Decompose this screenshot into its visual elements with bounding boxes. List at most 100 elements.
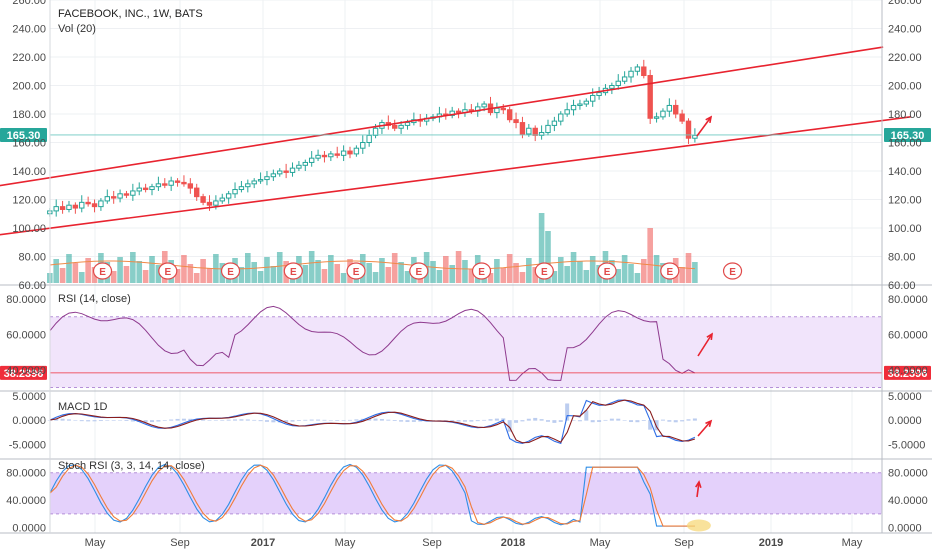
candle-body[interactable] — [590, 94, 596, 102]
candle-body[interactable] — [596, 92, 602, 96]
earnings-marker[interactable] — [534, 262, 554, 280]
earnings-marker[interactable] — [283, 262, 303, 280]
candle-body[interactable] — [72, 204, 79, 209]
candle-body[interactable] — [334, 153, 340, 156]
candle-body[interactable] — [538, 132, 545, 136]
candle-body[interactable] — [296, 164, 302, 169]
candle-body[interactable] — [270, 173, 277, 178]
candle-body[interactable] — [519, 122, 526, 135]
candle-body[interactable] — [206, 201, 213, 206]
candle-body[interactable] — [308, 157, 315, 163]
candle-body[interactable] — [283, 170, 289, 173]
earnings-marker[interactable] — [660, 262, 680, 280]
candle-body[interactable] — [289, 167, 296, 173]
candle-body[interactable] — [340, 150, 347, 156]
candle-body[interactable] — [232, 189, 238, 195]
candle-body[interactable] — [392, 124, 398, 129]
candle-body[interactable] — [372, 127, 379, 136]
candle-body[interactable] — [277, 170, 283, 175]
candle-body[interactable] — [321, 154, 328, 158]
candle-body[interactable] — [194, 187, 200, 198]
earnings-marker[interactable] — [409, 262, 429, 280]
candle-body[interactable] — [551, 120, 558, 126]
candle-body[interactable] — [609, 85, 615, 89]
candle-body[interactable] — [660, 110, 666, 118]
candle-body[interactable] — [123, 193, 130, 196]
candle-body[interactable] — [666, 104, 673, 112]
candle-body[interactable] — [104, 196, 111, 202]
candle-body[interactable] — [181, 181, 187, 185]
candle-body[interactable] — [692, 134, 698, 139]
candle-body[interactable] — [200, 196, 206, 203]
candle-body[interactable] — [494, 107, 500, 114]
earnings-marker-label: E — [604, 267, 611, 278]
candle-body[interactable] — [347, 150, 353, 155]
earnings-marker[interactable] — [722, 262, 743, 280]
candle-body[interactable] — [366, 134, 372, 143]
candle-body[interactable] — [91, 203, 98, 208]
candle-body[interactable] — [168, 180, 174, 186]
candle-body[interactable] — [302, 161, 308, 166]
candle-body[interactable] — [130, 190, 136, 196]
candle-body[interactable] — [162, 183, 168, 186]
candle-body[interactable] — [481, 103, 487, 108]
candle-body[interactable] — [628, 70, 634, 78]
candle-body[interactable] — [98, 200, 104, 208]
candle-body[interactable] — [532, 127, 538, 136]
candle-body[interactable] — [66, 204, 72, 210]
candle-body[interactable] — [621, 76, 628, 82]
candle-body[interactable] — [679, 113, 685, 122]
candle-body[interactable] — [641, 66, 647, 77]
candle-body[interactable] — [455, 110, 462, 114]
candle-body[interactable] — [360, 142, 366, 149]
candle-body[interactable] — [526, 127, 532, 135]
candle-body[interactable] — [685, 120, 692, 139]
candle-body[interactable] — [238, 186, 245, 191]
earnings-marker[interactable] — [471, 262, 492, 280]
candle-body[interactable] — [583, 100, 590, 105]
candle-body[interactable] — [545, 124, 551, 134]
candle-body[interactable] — [315, 154, 321, 159]
candle-body[interactable] — [225, 193, 232, 199]
candle-body[interactable] — [449, 110, 455, 116]
candle-body[interactable] — [187, 183, 194, 189]
candle-body[interactable] — [213, 200, 219, 206]
candle-body[interactable] — [245, 183, 251, 188]
candle-body[interactable] — [647, 75, 653, 119]
candle-body[interactable] — [570, 104, 577, 111]
candle-body[interactable] — [264, 176, 270, 181]
candle-body[interactable] — [85, 201, 91, 205]
earnings-marker[interactable] — [597, 262, 617, 280]
candle-body[interactable] — [79, 201, 85, 209]
candle-body[interactable] — [117, 193, 123, 199]
earnings-marker[interactable] — [220, 262, 241, 280]
candle-body[interactable] — [500, 107, 506, 111]
candle-body[interactable] — [634, 66, 641, 72]
candle-body[interactable] — [673, 104, 679, 115]
candle-body[interactable] — [328, 153, 334, 158]
candle-body[interactable] — [155, 183, 162, 188]
candle-body[interactable] — [353, 147, 360, 155]
candle-body[interactable] — [404, 122, 411, 126]
earnings-marker[interactable] — [346, 262, 366, 280]
candle-body[interactable] — [513, 119, 519, 124]
candle-body[interactable] — [110, 196, 117, 199]
candle-body[interactable] — [257, 179, 264, 182]
earnings-marker[interactable] — [92, 262, 113, 280]
candle-body[interactable] — [59, 206, 66, 210]
candle-body[interactable] — [174, 180, 181, 183]
candle-body[interactable] — [53, 206, 59, 212]
candle-body[interactable] — [653, 116, 660, 119]
candle-body[interactable] — [398, 124, 404, 129]
candle-body[interactable] — [251, 180, 257, 185]
candle-body[interactable] — [219, 197, 225, 202]
earnings-marker[interactable] — [158, 262, 178, 280]
candle-body[interactable] — [564, 109, 570, 115]
candle-body[interactable] — [577, 103, 583, 106]
candle-body[interactable] — [615, 80, 621, 86]
candle-body[interactable] — [142, 187, 149, 191]
candle-body[interactable] — [558, 113, 564, 122]
candle-body[interactable] — [506, 109, 513, 121]
candle-body[interactable] — [149, 186, 155, 191]
candle-body[interactable] — [136, 187, 142, 192]
